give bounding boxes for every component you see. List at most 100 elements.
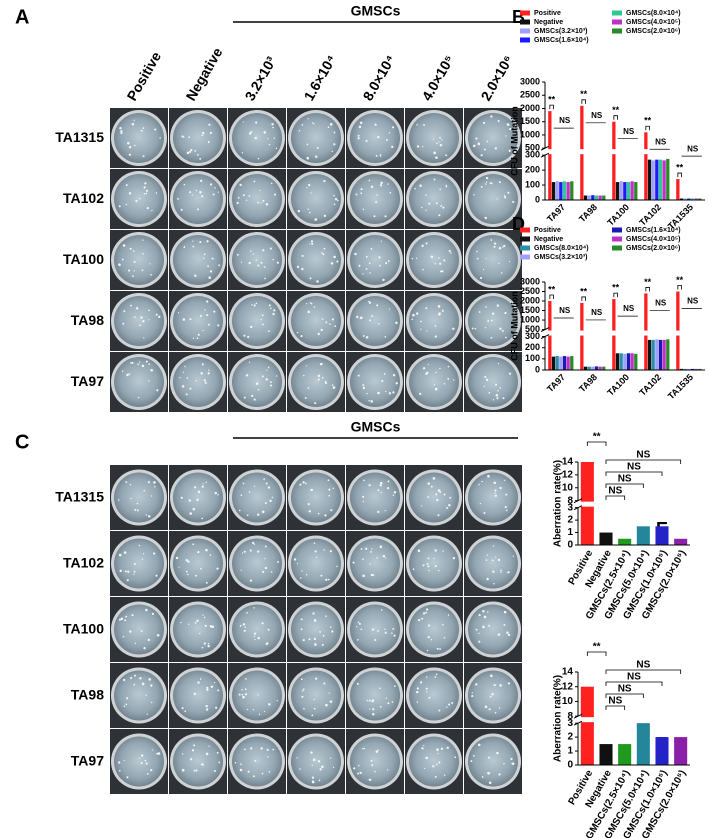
colony: [482, 609, 485, 613]
colony: [450, 252, 452, 254]
colony: [296, 757, 298, 759]
colony: [321, 362, 323, 365]
colony: [257, 636, 260, 640]
colony: [182, 371, 185, 373]
y-tick-label: 8: [567, 711, 573, 722]
y-tick-label: 500: [525, 324, 540, 334]
colony: [241, 552, 244, 554]
colony: [211, 257, 214, 260]
colony: [120, 130, 123, 133]
colony: [324, 514, 327, 517]
colony: [154, 128, 157, 131]
colony: [484, 375, 487, 378]
plate: [173, 472, 223, 523]
colony: [189, 387, 192, 390]
colony: [317, 512, 320, 515]
y-tick-label: 3000: [520, 76, 540, 86]
colony: [122, 322, 125, 325]
colony: [314, 677, 318, 680]
colony: [263, 131, 266, 134]
colony: [271, 123, 274, 126]
colony: [127, 570, 130, 573]
significance-label: **: [580, 89, 588, 99]
colony: [360, 192, 363, 195]
colony: [479, 276, 483, 280]
colony: [179, 376, 181, 379]
colony: [392, 373, 396, 377]
colony: [499, 684, 502, 687]
colony: [490, 336, 493, 339]
colony: [422, 145, 424, 148]
colony: [301, 570, 303, 572]
colony: [323, 247, 326, 250]
colony: [145, 514, 148, 516]
plate: [291, 604, 341, 655]
colony: [446, 706, 448, 708]
colony: [189, 318, 192, 321]
colony: [480, 154, 483, 157]
colony: [416, 145, 420, 148]
colony: [357, 621, 360, 624]
colony: [192, 240, 194, 242]
significance-label: NS: [618, 474, 632, 485]
colony: [428, 202, 431, 205]
colony: [275, 375, 278, 377]
colony: [195, 189, 198, 192]
colony: [500, 272, 503, 274]
colony: [253, 398, 256, 401]
colony: [137, 396, 140, 399]
colony: [482, 625, 485, 629]
colony: [188, 136, 190, 139]
row-label: TA98: [71, 312, 104, 328]
colony: [208, 745, 210, 747]
colony: [213, 310, 216, 313]
colony: [246, 514, 249, 517]
panel-letter: C: [15, 431, 29, 453]
colony: [392, 391, 395, 394]
colony: [272, 748, 275, 751]
colony: [511, 762, 515, 765]
plate: [468, 604, 518, 655]
plate: [114, 296, 164, 346]
group-title: GMSCs: [351, 419, 401, 435]
colony: [300, 335, 303, 338]
colony: [181, 707, 184, 710]
colony: [265, 202, 269, 206]
legend-swatch: [520, 227, 530, 233]
colony: [378, 323, 380, 325]
colony: [508, 149, 511, 152]
bar: [555, 181, 559, 200]
colony: [254, 136, 258, 140]
colony: [426, 562, 429, 565]
colony: [362, 386, 366, 390]
colony: [309, 211, 311, 214]
colony: [142, 320, 145, 323]
bar: [602, 195, 606, 200]
colony: [189, 512, 193, 515]
colony: [202, 329, 204, 332]
colony: [323, 179, 326, 183]
colony: [270, 307, 272, 310]
colony: [268, 703, 271, 706]
colony: [426, 330, 428, 332]
colony: [310, 488, 313, 492]
colony: [506, 631, 509, 634]
colony: [333, 143, 336, 146]
colony: [507, 682, 510, 685]
legend-label: GMSCs(8.0×10⁴): [534, 245, 589, 252]
colony: [490, 239, 493, 241]
colony: [305, 482, 307, 485]
colony: [261, 772, 264, 775]
y-tick-label: 1000: [520, 129, 540, 139]
colony: [498, 262, 500, 265]
x-tick-label: TA100: [605, 202, 631, 228]
significance-bracket: [645, 125, 650, 131]
colony: [306, 187, 308, 189]
row-label: TA102: [63, 555, 104, 571]
colony: [386, 769, 389, 771]
significance-bracket: [605, 693, 644, 698]
colony: [125, 481, 128, 483]
colony: [150, 701, 153, 704]
y-tick-label: 3: [567, 502, 573, 513]
colony: [206, 300, 209, 303]
